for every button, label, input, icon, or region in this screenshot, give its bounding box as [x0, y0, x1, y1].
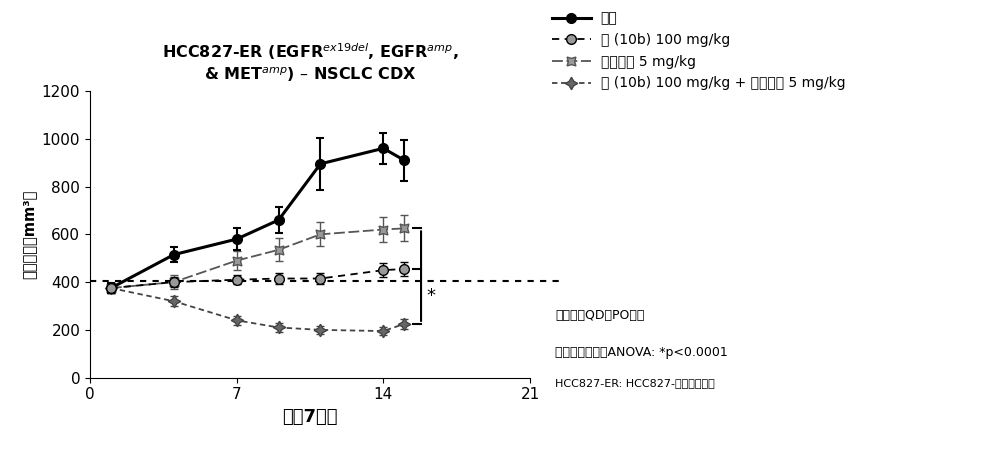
Text: 双因素重复测量ANOVA: *p<0.0001: 双因素重复测量ANOVA: *p<0.0001: [555, 346, 728, 359]
Text: *: *: [426, 288, 435, 305]
X-axis label: 治留7天数: 治留7天数: [282, 408, 338, 426]
Text: HCC827-ER: HCC827-厤洛替尼抗性: HCC827-ER: HCC827-厤洛替尼抗性: [555, 378, 715, 388]
Text: 所有组均QD，PO给药: 所有组均QD，PO给药: [555, 309, 644, 323]
Legend: 载剂, 式 (10b) 100 mg/kg, 奥希替尼 5 mg/kg, 式 (10b) 100 mg/kg + 奥希替尼 5 mg/kg: 载剂, 式 (10b) 100 mg/kg, 奥希替尼 5 mg/kg, 式 (…: [552, 11, 845, 91]
Y-axis label: 肿皘体积（mm³）: 肿皘体积（mm³）: [21, 190, 36, 279]
Title: HCC827-ER (EGFR$^{ex19del}$, EGFR$^{amp}$,
& MET$^{amp}$) – NSCLC CDX: HCC827-ER (EGFR$^{ex19del}$, EGFR$^{amp}…: [162, 42, 458, 84]
